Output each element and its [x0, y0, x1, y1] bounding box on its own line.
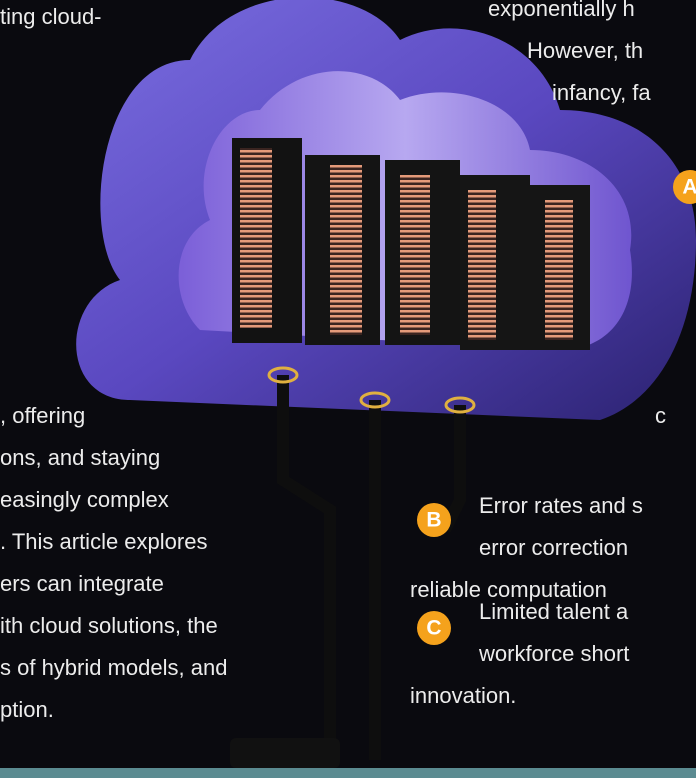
left-line: , offering [0, 403, 85, 428]
item-line: Error rates and s [479, 493, 643, 518]
item-line: Limited talent a [479, 599, 629, 624]
page: ting cloud- , offering ons, and staying eas… [0, 0, 696, 778]
left-line: ting cloud- [0, 4, 102, 29]
badge-letter: B [426, 509, 441, 532]
badge-letter: A [682, 176, 696, 199]
intro-line: exponentially h [488, 0, 635, 21]
footer-strip [0, 768, 696, 778]
badge-letter: C [426, 617, 441, 640]
item-line: innovation. [410, 683, 516, 708]
item-line: c [655, 403, 666, 428]
intro-line: infancy, fa [552, 80, 651, 105]
left-line: easingly complex [0, 487, 169, 512]
left-line: ons, and staying [0, 445, 160, 470]
item-line: error correction [479, 535, 628, 560]
left-line: s of hybrid models, and [0, 655, 227, 680]
left-line: ith cloud solutions, the [0, 613, 218, 638]
intro-line: However, th [527, 38, 643, 63]
page-canvas: ting cloud- , offering ons, and staying eas… [0, 0, 696, 778]
left-line: ption. [0, 697, 54, 722]
left-line: . This article explores [0, 529, 207, 554]
left-line: ers can integrate [0, 571, 164, 596]
item-line: workforce short [478, 641, 629, 666]
